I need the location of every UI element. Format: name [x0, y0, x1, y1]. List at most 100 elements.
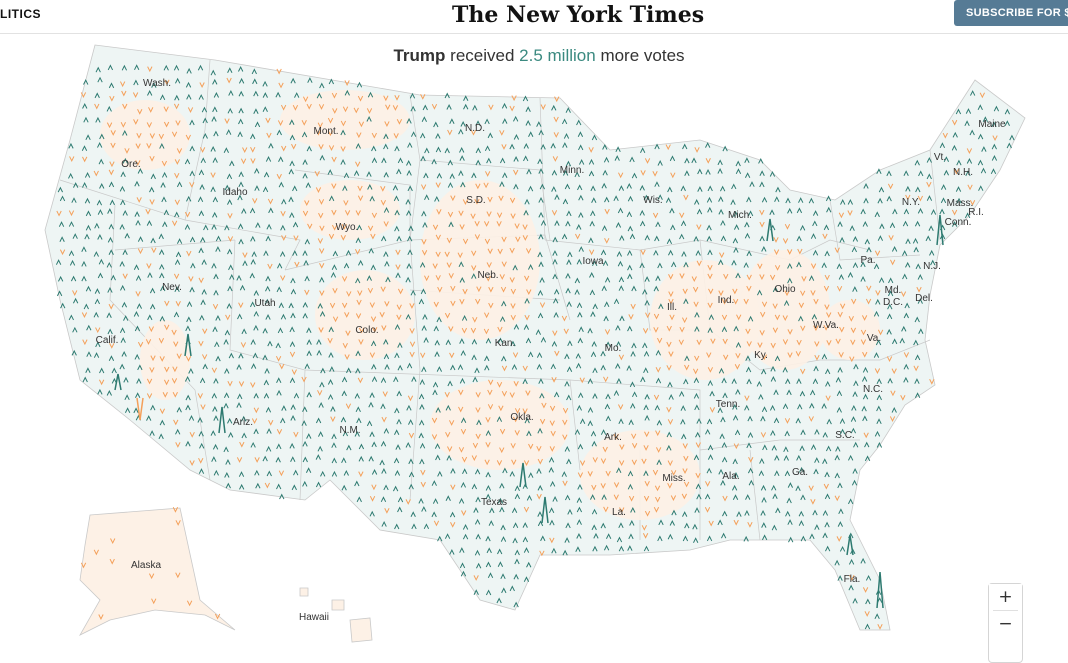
rep-shift-arrow	[967, 184, 973, 191]
rep-shift-arrow	[773, 249, 780, 256]
dem-shift-arrow	[475, 147, 481, 154]
dem-shift-arrow	[745, 366, 752, 373]
rep-shift-arrow	[199, 147, 206, 153]
dem-shift-arrow	[693, 537, 699, 543]
dem-shift-arrow	[68, 314, 74, 321]
dem-shift-arrow	[420, 155, 426, 162]
rep-shift-arrow	[171, 329, 177, 336]
dem-shift-arrow	[839, 428, 846, 435]
dem-shift-arrow	[279, 251, 286, 257]
dem-shift-arrow	[392, 485, 399, 492]
rep-shift-arrow	[722, 495, 728, 502]
state-label: W.Va.	[813, 320, 839, 331]
dem-shift-arrow	[760, 484, 767, 491]
rep-shift-arrow	[551, 210, 558, 216]
dem-shift-arrow	[106, 390, 112, 396]
dem-shift-arrow	[497, 548, 503, 555]
rep-shift-arrow	[654, 485, 661, 492]
rep-shift-arrow	[161, 160, 168, 167]
dem-shift-arrow	[822, 431, 828, 438]
dem-shift-arrow	[370, 340, 377, 347]
dem-shift-arrow	[824, 521, 830, 528]
dem-shift-arrow	[966, 157, 973, 164]
rep-shift-arrow	[667, 419, 674, 425]
dem-shift-arrow	[238, 181, 244, 188]
dem-shift-arrow	[591, 440, 597, 447]
rep-shift-arrow	[358, 121, 365, 128]
dem-shift-arrow	[566, 366, 573, 372]
dem-shift-arrow	[748, 479, 754, 486]
zoom-in-button[interactable]: +	[989, 584, 1022, 610]
dem-shift-arrow	[330, 271, 337, 278]
nyt-logo[interactable]: The New York Times	[452, 2, 705, 28]
dem-shift-arrow	[459, 338, 465, 344]
rep-shift-arrow	[679, 273, 685, 279]
dem-shift-arrow	[914, 159, 920, 166]
dem-shift-arrow	[600, 429, 607, 435]
dem-shift-arrow	[253, 289, 259, 296]
dem-shift-arrow	[694, 311, 700, 318]
dem-shift-arrow	[943, 169, 950, 176]
dem-shift-arrow	[262, 354, 268, 361]
rep-shift-arrow	[604, 329, 611, 335]
dem-shift-arrow	[371, 469, 378, 475]
dem-shift-arrow	[136, 303, 143, 309]
rep-shift-arrow	[356, 132, 362, 139]
dem-shift-arrow	[251, 251, 257, 257]
dem-shift-arrow	[331, 264, 338, 270]
state-label: Ind.	[718, 295, 735, 306]
dem-shift-arrow	[509, 470, 515, 477]
dem-shift-arrow	[292, 221, 299, 228]
dem-shift-arrow	[86, 351, 92, 357]
dem-shift-arrow	[305, 182, 311, 188]
rep-shift-arrow	[539, 418, 546, 425]
subscribe-button[interactable]: SUBSCRIBE FOR $1/W	[954, 0, 1068, 26]
dem-shift-arrow	[604, 276, 611, 283]
dem-shift-arrow	[188, 415, 195, 421]
rep-shift-arrow	[917, 195, 924, 202]
dem-shift-arrow	[149, 287, 156, 294]
rep-shift-arrow	[769, 274, 776, 281]
rep-shift-arrow	[526, 289, 532, 296]
dem-shift-arrow	[574, 171, 580, 178]
dem-shift-arrow	[119, 260, 125, 267]
rep-shift-arrow	[344, 80, 350, 86]
rep-shift-arrow	[268, 419, 274, 426]
dem-shift-arrow	[877, 235, 884, 241]
rep-shift-arrow	[782, 339, 789, 345]
dem-shift-arrow	[59, 236, 65, 242]
state-label: Wyo.	[336, 222, 359, 233]
rep-shift-arrow	[837, 311, 843, 318]
dem-shift-arrow	[278, 156, 284, 162]
dem-shift-arrow	[981, 146, 987, 152]
dem-shift-arrow	[567, 251, 573, 258]
dem-shift-arrow	[956, 197, 962, 204]
dem-shift-arrow	[253, 392, 259, 399]
dem-shift-arrow	[744, 510, 750, 516]
dem-shift-arrow	[862, 221, 868, 227]
section-label[interactable]: LITICS	[0, 7, 41, 21]
dem-shift-arrow	[355, 350, 361, 357]
dem-shift-arrow	[288, 168, 294, 175]
dem-shift-arrow	[616, 536, 623, 543]
dem-shift-arrow	[431, 511, 437, 518]
rep-shift-arrow	[497, 248, 503, 255]
dem-shift-arrow	[799, 224, 806, 231]
state-label: D.C.	[883, 297, 903, 308]
zoom-out-button[interactable]: −	[989, 611, 1022, 637]
dem-shift-arrow	[367, 91, 374, 98]
dem-shift-arrow	[175, 251, 182, 258]
rep-shift-arrow	[238, 381, 245, 388]
rep-shift-arrow	[562, 434, 568, 441]
rep-shift-arrow	[683, 481, 690, 488]
rep-shift-arrow	[861, 315, 868, 321]
dem-shift-arrow	[537, 427, 543, 434]
rep-shift-arrow	[501, 365, 508, 372]
dem-shift-arrow	[822, 458, 828, 464]
dem-shift-arrow	[250, 363, 257, 369]
rep-shift-arrow	[435, 182, 441, 189]
dem-shift-arrow	[732, 414, 739, 421]
rep-shift-arrow	[683, 194, 689, 201]
dem-shift-arrow	[210, 186, 216, 193]
